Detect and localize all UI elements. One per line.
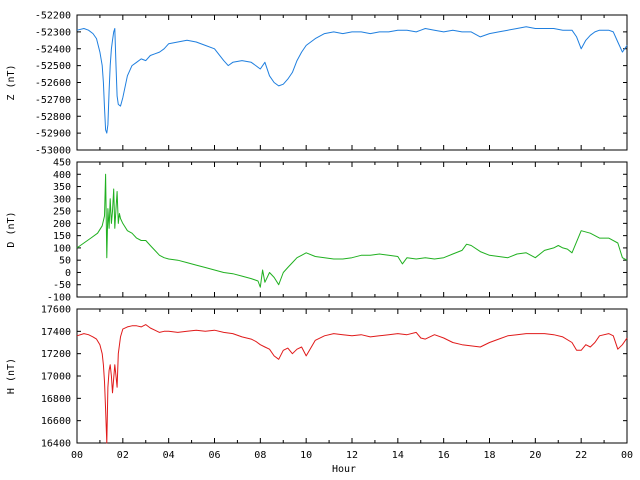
- y-tick-label: 16800: [41, 394, 71, 405]
- panel-0: -52200 -52300 -52400 -52500 -52600 -52700 -528…: [6, 11, 628, 157]
- y-tick-label: 300: [53, 194, 71, 205]
- y-tick-label: 200: [53, 219, 71, 230]
- y-tick-label: 150: [53, 231, 71, 242]
- plot-frame: [76, 14, 628, 151]
- x-tick-label: 22: [575, 450, 587, 461]
- y-tick-label: -52600: [35, 78, 71, 89]
- y-tick-label: -52300: [35, 27, 71, 38]
- x-tick-label: 18: [483, 450, 495, 461]
- x-tick-label: 04: [163, 450, 175, 461]
- plot-frame: [76, 161, 628, 298]
- y-tick-label: -52700: [35, 95, 71, 106]
- plot-frame: [76, 308, 628, 444]
- y-axis-label: Z (nT): [6, 64, 17, 100]
- y-tick-label: -52400: [35, 44, 71, 55]
- y-tick-label: 250: [53, 207, 71, 218]
- y-tick-label: 50: [59, 256, 71, 267]
- x-tick-label: 14: [392, 450, 404, 461]
- x-tick-label: 00: [621, 450, 633, 461]
- y-tick-label: 350: [53, 182, 71, 193]
- x-tick-label: 02: [117, 450, 129, 461]
- x-axis-label: Hour: [332, 464, 356, 475]
- y-tick-label: -52800: [35, 112, 71, 123]
- y-tick-label: -100: [47, 293, 71, 304]
- y-tick-label: -53000: [35, 146, 71, 157]
- y-tick-label: 400: [53, 170, 71, 181]
- y-tick-label: 0: [65, 268, 71, 279]
- x-tick-label: 08: [254, 450, 266, 461]
- x-tick-label: 20: [529, 450, 541, 461]
- x-tick-label: 10: [300, 450, 312, 461]
- y-tick-label: 17000: [41, 372, 71, 383]
- y-tick-label: -50: [53, 280, 71, 291]
- series-line-0: [76, 173, 628, 288]
- y-tick-label: -52200: [35, 11, 71, 22]
- x-tick-label: 06: [208, 450, 220, 461]
- y-tick-label: 16400: [41, 439, 71, 450]
- y-tick-label: -52900: [35, 129, 71, 140]
- y-tick-label: -52500: [35, 61, 71, 72]
- x-tick-label: 16: [438, 450, 450, 461]
- x-tick-label: 12: [346, 450, 358, 461]
- y-tick-label: 17400: [41, 327, 71, 338]
- y-tick-label: 450: [53, 158, 71, 169]
- y-tick-label: 16600: [41, 416, 71, 427]
- series-line-0: [76, 324, 628, 444]
- x-tick-label: 00: [71, 450, 83, 461]
- series-line-0: [76, 26, 628, 134]
- y-axis-label: D (nT): [6, 211, 17, 247]
- y-axis-label: H (nT): [6, 358, 17, 394]
- y-tick-label: 100: [53, 243, 71, 254]
- y-tick-label: 17200: [41, 349, 71, 360]
- y-tick-label: 17600: [41, 305, 71, 316]
- panel-2: 17600 17400 17200 17000 16800 16600 16400 H (nT…: [6, 305, 633, 476]
